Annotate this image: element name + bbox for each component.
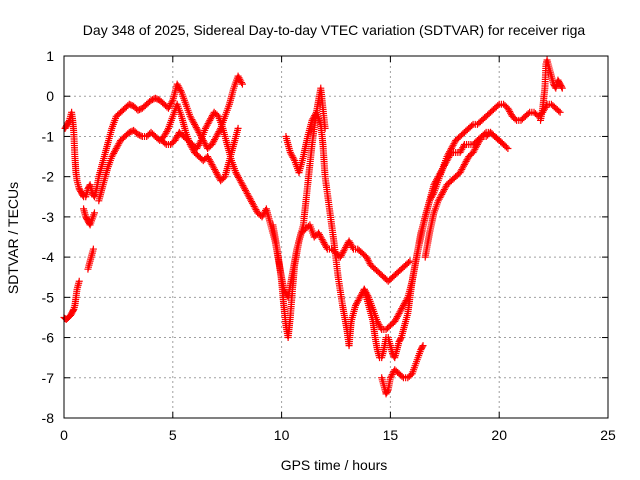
series-track-d — [84, 245, 97, 273]
data-point — [290, 155, 298, 163]
data-point — [238, 79, 246, 87]
y-tick-label: -4 — [42, 249, 55, 265]
data-point — [558, 84, 566, 92]
y-tick-label: 0 — [46, 88, 54, 104]
data-point — [494, 102, 502, 110]
series-track-j — [378, 342, 427, 398]
data-point — [405, 258, 413, 266]
y-tick-label: -5 — [42, 289, 55, 305]
x-tick-label: 5 — [169, 427, 177, 443]
data-point — [164, 126, 172, 134]
data-point — [177, 87, 185, 95]
data-point — [398, 372, 406, 380]
data-point — [377, 324, 385, 332]
data-point — [481, 130, 489, 138]
chart-title: Day 348 of 2025, Sidereal Day-to-day VTE… — [83, 22, 586, 38]
x-tick-label: 10 — [274, 427, 290, 443]
data-point — [161, 139, 169, 147]
data-point — [397, 335, 405, 343]
series-track-k — [421, 128, 512, 261]
x-tick-label: 20 — [491, 427, 507, 443]
data-point — [511, 115, 519, 123]
y-tick-label: -2 — [42, 169, 55, 185]
data-point — [89, 245, 97, 253]
y-tick-label: -7 — [42, 370, 55, 386]
data-point — [556, 108, 564, 116]
data-point — [196, 138, 204, 146]
y-tick-label: -8 — [42, 410, 55, 426]
data-point — [349, 243, 357, 251]
data-point — [468, 122, 476, 130]
x-tick-label: 0 — [60, 427, 68, 443]
series-track-l — [537, 56, 566, 124]
x-axis-label: GPS time / hours — [281, 457, 388, 473]
y-tick-labels: 1 0 -1 -2 -3 -4 -5 -6 -7 -8 — [42, 48, 55, 426]
y-tick-label: 1 — [46, 48, 54, 64]
data-point — [168, 98, 176, 106]
data-point — [558, 83, 566, 91]
y-tick-label: -3 — [42, 209, 55, 225]
data-point — [524, 110, 532, 118]
data-series — [60, 56, 566, 398]
plot-border — [63, 55, 609, 419]
y-tick-label: -1 — [42, 128, 55, 144]
x-tick-label: 25 — [600, 427, 616, 443]
data-point — [418, 343, 426, 351]
data-point — [65, 118, 73, 126]
data-point — [419, 342, 427, 350]
data-point — [460, 142, 468, 150]
series-track-b — [61, 72, 246, 201]
data-point — [238, 80, 246, 88]
data-point — [90, 209, 98, 217]
data-point — [322, 243, 330, 251]
data-point — [75, 277, 83, 285]
x-tick-label: 15 — [383, 427, 399, 443]
data-point — [429, 190, 437, 198]
data-point — [137, 132, 145, 140]
data-point — [555, 107, 563, 115]
data-point — [383, 387, 391, 395]
data-point — [234, 124, 242, 132]
data-point — [504, 145, 512, 153]
y-axis-label: SDTVAR / TECUs — [5, 182, 21, 294]
series-track-a — [60, 277, 83, 323]
y-tick-label: -6 — [42, 330, 55, 346]
x-tick-labels: 0 5 10 15 20 25 — [60, 427, 616, 443]
series-track-c — [80, 205, 98, 229]
data-point — [502, 143, 510, 151]
